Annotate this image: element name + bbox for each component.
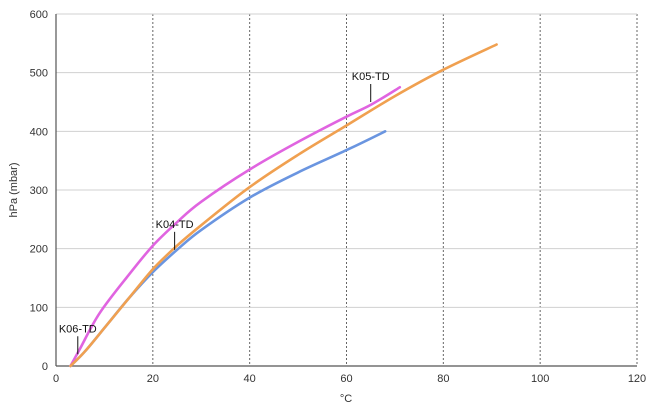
x-tick-label: 0 bbox=[53, 373, 59, 385]
y-tick-labels: 0 100 200 300 400 500 600 bbox=[30, 9, 48, 373]
x-tick-label: 100 bbox=[531, 373, 549, 385]
x-tick-label: 60 bbox=[340, 373, 352, 385]
series-line-2 bbox=[69, 86, 402, 368]
annotations: K06-TD K04-TD K05-TD bbox=[59, 71, 390, 355]
y-tick-label: 500 bbox=[30, 68, 48, 80]
axes bbox=[55, 14, 637, 367]
x-axis-label: °C bbox=[340, 393, 352, 405]
y-tick-label: 600 bbox=[30, 9, 48, 21]
x-tick-label: 20 bbox=[147, 373, 159, 385]
y-tick-label: 300 bbox=[30, 185, 48, 197]
annotation-label: K05-TD bbox=[352, 71, 390, 83]
grid bbox=[56, 13, 638, 366]
y-axis-label: hPa (mbar) bbox=[8, 162, 20, 217]
y-tick-label: 0 bbox=[42, 361, 48, 373]
x-tick-label: 80 bbox=[437, 373, 449, 385]
series-line-3 bbox=[69, 43, 498, 368]
annotation-label: K04-TD bbox=[156, 219, 194, 231]
y-tick-label: 400 bbox=[30, 126, 48, 138]
y-tick-label: 100 bbox=[30, 302, 48, 314]
x-tick-label: 40 bbox=[244, 373, 256, 385]
x-tick-label: 120 bbox=[628, 373, 646, 385]
annotation-label: K06-TD bbox=[59, 323, 97, 335]
y-tick-label: 200 bbox=[30, 244, 48, 256]
x-tick-labels: 0 20 40 60 80 100 120 bbox=[53, 373, 646, 385]
series-lines bbox=[69, 43, 498, 368]
